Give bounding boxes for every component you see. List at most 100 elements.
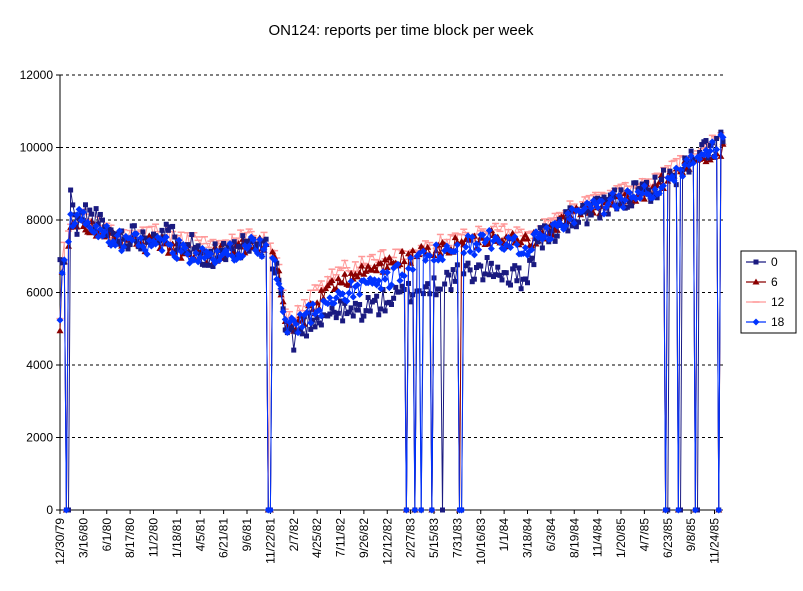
- x-tick-label: 9/8/85: [684, 518, 698, 552]
- data-point: [639, 181, 645, 187]
- data-point: [417, 506, 425, 514]
- data-point: [73, 223, 81, 230]
- data-point: [83, 202, 88, 208]
- legend-marker: [752, 278, 760, 285]
- data-point: [104, 233, 110, 239]
- data-point: [95, 221, 101, 227]
- data-point: [419, 247, 427, 255]
- data-point: [562, 222, 570, 230]
- x-tick-label: 3/18/84: [521, 518, 535, 558]
- data-point: [480, 277, 486, 283]
- data-point: [601, 194, 607, 200]
- x-tick-label: 11/2/80: [147, 518, 161, 557]
- data-point: [432, 247, 440, 254]
- y-tick-label: 12000: [20, 68, 54, 82]
- data-point: [473, 240, 480, 248]
- data-point: [274, 260, 280, 266]
- x-tick-label: 11/24/85: [708, 518, 722, 564]
- data-point: [57, 257, 63, 263]
- data-point: [621, 196, 629, 204]
- data-point: [719, 133, 727, 141]
- data-point: [409, 266, 417, 274]
- data-point: [164, 249, 172, 256]
- data-point: [469, 279, 475, 285]
- data-point: [103, 222, 111, 230]
- data-point: [111, 241, 119, 249]
- data-point: [185, 242, 190, 248]
- data-point: [616, 202, 622, 208]
- data-point: [487, 245, 495, 253]
- data-point: [347, 269, 355, 276]
- x-tick-label: 6/3/84: [544, 518, 558, 552]
- data-point: [365, 295, 371, 301]
- data-point: [58, 269, 66, 277]
- data-point: [521, 244, 529, 252]
- data-point: [339, 290, 347, 298]
- data-point: [307, 319, 315, 327]
- data-point: [400, 258, 408, 265]
- data-point: [198, 244, 206, 252]
- data-point: [670, 177, 678, 185]
- data-point: [641, 187, 647, 193]
- data-point: [537, 225, 543, 231]
- chart-title: ON124: reports per time block per week: [268, 22, 534, 39]
- data-point: [448, 287, 454, 293]
- data-point: [262, 241, 270, 249]
- data-point: [93, 206, 99, 212]
- data-point: [297, 327, 303, 333]
- data-point: [231, 239, 237, 245]
- data-point: [609, 189, 616, 197]
- data-point: [426, 252, 434, 260]
- data-point: [358, 262, 366, 269]
- x-tick-label: 2/7/82: [287, 518, 301, 552]
- data-point: [408, 299, 414, 305]
- data-point: [277, 285, 285, 293]
- data-point: [175, 236, 183, 244]
- data-point: [391, 295, 397, 301]
- data-point: [535, 239, 541, 245]
- data-point: [56, 327, 64, 334]
- data-point: [514, 278, 520, 284]
- data-point: [207, 250, 215, 258]
- data-point: [624, 204, 630, 210]
- data-point: [125, 246, 131, 252]
- data-point: [437, 286, 443, 292]
- data-point: [202, 262, 207, 268]
- data-point: [603, 197, 609, 203]
- data-point: [632, 195, 640, 203]
- data-point: [587, 204, 595, 212]
- data-point: [383, 264, 391, 271]
- data-point: [376, 312, 382, 318]
- data-point: [493, 272, 499, 278]
- data-point: [379, 268, 387, 276]
- data-point: [65, 238, 72, 246]
- data-point: [598, 197, 606, 205]
- x-tick-label: 1/20/85: [614, 518, 628, 558]
- data-point: [479, 231, 487, 239]
- data-point: [116, 227, 123, 235]
- data-point: [240, 233, 246, 239]
- data-point: [334, 275, 342, 282]
- x-tick-label: 11/4/84: [591, 518, 605, 557]
- data-point: [294, 329, 302, 337]
- series-18: [56, 131, 727, 514]
- data-point: [402, 506, 410, 514]
- data-point: [503, 270, 509, 276]
- data-point: [478, 263, 484, 269]
- data-point: [309, 300, 317, 308]
- data-point: [522, 276, 528, 282]
- data-point: [439, 256, 446, 264]
- data-point: [291, 347, 297, 353]
- data-point: [170, 223, 176, 229]
- data-point: [696, 155, 704, 163]
- data-point: [372, 297, 377, 303]
- x-tick-label: 3/16/80: [76, 518, 90, 558]
- data-point: [354, 281, 361, 289]
- data-point: [326, 294, 334, 302]
- data-point: [245, 242, 253, 250]
- data-point: [67, 210, 75, 218]
- data-point: [411, 506, 419, 514]
- data-point: [68, 187, 74, 193]
- x-tick-label: 4/25/82: [310, 518, 324, 558]
- data-point: [633, 180, 639, 186]
